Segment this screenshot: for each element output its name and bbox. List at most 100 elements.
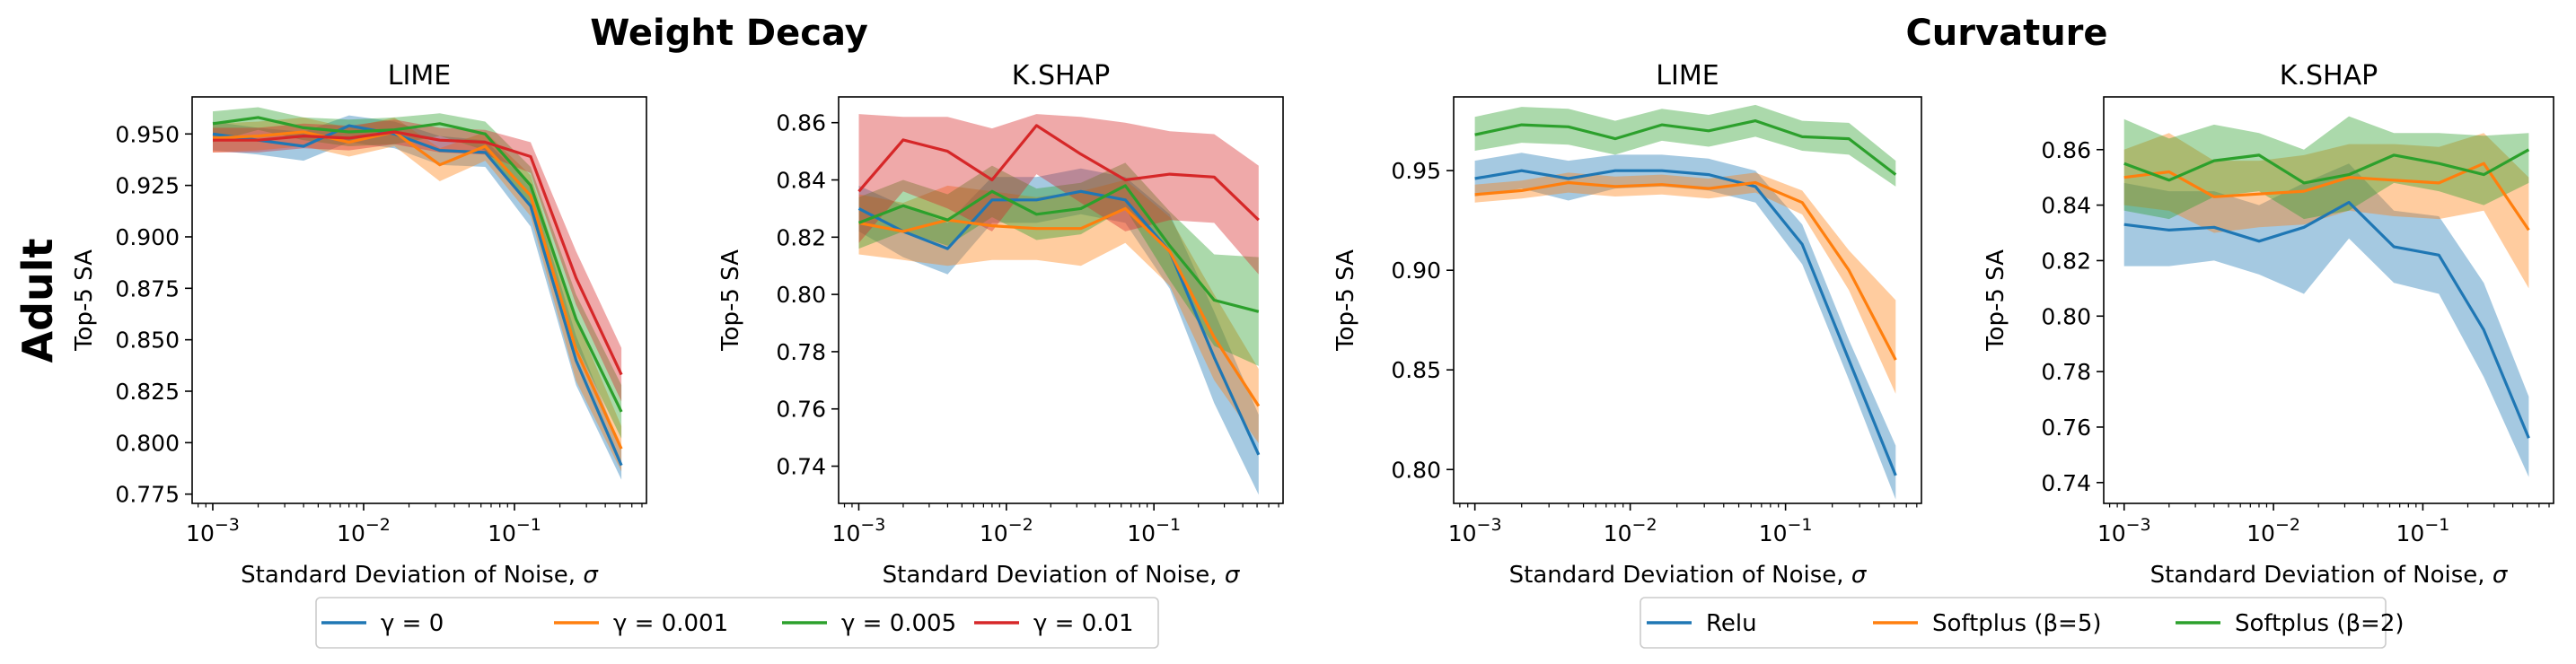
- band-1: [1474, 153, 1896, 500]
- x-tick-label: 10−3: [186, 515, 240, 546]
- series-line-1: [212, 124, 623, 467]
- x-tick-label: 10−1: [1127, 515, 1181, 546]
- series-line-4: [213, 130, 623, 376]
- panel-1: LIME 0.775 0.800 0.825 0.850 0.875 0.900 0.925 0…: [71, 60, 647, 589]
- axes-frame: [838, 96, 1284, 504]
- x-axis-label: Standard Deviation of Noise, σ: [2150, 562, 2509, 589]
- group-title-curvature: Curvature: [1905, 13, 2107, 54]
- y-tick-label: 0.775: [115, 482, 180, 508]
- y-tick-label: 0.90: [1391, 258, 1441, 284]
- y-tick-label: 0.900: [115, 224, 180, 250]
- panel-title: LIME: [388, 60, 451, 92]
- y-axis-label: Top-5 SA: [1332, 249, 1359, 352]
- panel-title: LIME: [1656, 60, 1719, 92]
- series-line-1: [857, 189, 1261, 456]
- series-line-1: [1474, 169, 1897, 476]
- panel-title: K.SHAP: [2280, 60, 2378, 92]
- legend-label: Relu: [1706, 610, 1757, 637]
- y-tick-label: 0.86: [2041, 137, 2091, 163]
- x-tick-label: 10−2: [980, 515, 1033, 546]
- group-title-weight-decay: Weight Decay: [590, 13, 868, 54]
- legend-label: γ = 0.001: [613, 610, 728, 637]
- band-4: [213, 119, 622, 402]
- legend-1: γ = 0 γ = 0.001 γ = 0.005 γ = 0.01: [315, 597, 1159, 649]
- y-tick-label: 0.825: [115, 379, 180, 405]
- y-tick-label: 0.76: [2041, 415, 2091, 441]
- series-line-4: [857, 124, 1260, 222]
- y-tick-label: 0.80: [776, 282, 826, 308]
- y-tick-label: 0.86: [776, 110, 826, 136]
- y-tick-label: 0.82: [2041, 248, 2091, 274]
- y-tick-label: 0.925: [115, 173, 180, 199]
- band-2: [2123, 133, 2529, 289]
- legend-label: Softplus (β=2): [2235, 610, 2405, 637]
- series-line-2: [212, 130, 623, 450]
- band-1: [213, 115, 622, 480]
- series-line-3: [2123, 148, 2530, 185]
- axes-frame: [2103, 96, 2554, 504]
- row-label: Adult: [13, 238, 62, 363]
- axes-frame: [191, 96, 647, 504]
- x-tick-label: 10−1: [2396, 515, 2450, 546]
- x-tick-label: 10−1: [1759, 515, 1813, 546]
- band-4: [858, 114, 1259, 275]
- y-tick-label: 0.875: [115, 275, 180, 301]
- y-axis-label: Top-5 SA: [717, 249, 744, 352]
- y-tick-label: 0.74: [2041, 470, 2091, 496]
- series-line-2: [858, 206, 1261, 407]
- y-axis-label: Top-5 SA: [1983, 249, 2009, 352]
- band-3: [1474, 104, 1896, 187]
- band-3: [213, 107, 622, 439]
- series-line-3: [857, 184, 1260, 313]
- y-tick-label: 0.84: [2041, 193, 2091, 219]
- x-tick-label: 10−1: [488, 515, 541, 546]
- y-tick-label: 0.80: [1391, 457, 1441, 483]
- band-1: [2123, 163, 2529, 477]
- panel-3: LIME 0.80 0.85 0.90 0.95 10−3 10−2 10−1 Standard…: [1332, 60, 1922, 589]
- y-tick-label: 0.850: [115, 328, 180, 354]
- y-tick-label: 0.78: [2041, 359, 2091, 385]
- panel-4: K.SHAP 0.74 0.76 0.78 0.80 0.82 0.84 0.86 10−3 10…: [1983, 60, 2554, 589]
- legend-label: γ = 0: [381, 610, 444, 637]
- legend-2: Relu Softplus (β=5) Softplus (β=2): [1640, 597, 2405, 649]
- y-tick-label: 0.74: [776, 454, 826, 480]
- y-tick-label: 0.76: [776, 397, 826, 423]
- legend-label: Softplus (β=5): [1932, 610, 2102, 637]
- legend-label: γ = 0.01: [1033, 610, 1134, 637]
- x-axis-label: Standard Deviation of Noise, σ: [241, 562, 599, 589]
- series-line-1: [2123, 200, 2530, 439]
- band-3: [2123, 116, 2529, 220]
- y-axis-label: Top-5 SA: [71, 249, 98, 352]
- x-tick-label: 10−3: [832, 515, 886, 546]
- series-line-2: [1474, 180, 1897, 361]
- y-tick-label: 0.95: [1391, 158, 1441, 184]
- x-axis-label: Standard Deviation of Noise, σ: [1509, 562, 1868, 589]
- y-tick-label: 0.80: [2041, 303, 2091, 329]
- y-tick-label: 0.82: [776, 224, 826, 250]
- y-tick-label: 0.84: [776, 168, 826, 194]
- x-axis-label: Standard Deviation of Noise, σ: [883, 562, 1241, 589]
- x-tick-label: 10−3: [2097, 515, 2151, 546]
- series-line-3: [1474, 119, 1897, 176]
- series-line-2: [2123, 162, 2530, 232]
- x-tick-label: 10−3: [1448, 515, 1502, 546]
- y-tick-label: 0.78: [776, 339, 826, 365]
- x-tick-label: 10−2: [337, 515, 391, 546]
- series-line-3: [212, 116, 623, 413]
- axes-frame: [1453, 96, 1922, 504]
- band-2: [1474, 172, 1896, 394]
- y-tick-label: 0.950: [115, 121, 180, 147]
- y-tick-label: 0.85: [1391, 357, 1441, 383]
- panels: LIME 0.775 0.800 0.825 0.850 0.875 0.900 0.925 0…: [71, 60, 2554, 589]
- panel-title: K.SHAP: [1012, 60, 1110, 92]
- y-tick-label: 0.800: [115, 430, 180, 456]
- x-tick-label: 10−2: [1604, 515, 1657, 546]
- legend-box: [1640, 597, 2387, 649]
- legend-box: [315, 597, 1159, 649]
- band-2: [858, 179, 1259, 443]
- x-tick-label: 10−2: [2246, 515, 2300, 546]
- panel-2: K.SHAP 0.74 0.76 0.78 0.80 0.82 0.84 0.86 10−3 10…: [717, 60, 1284, 589]
- band-1: [858, 168, 1259, 495]
- legend-label: γ = 0.005: [841, 610, 956, 637]
